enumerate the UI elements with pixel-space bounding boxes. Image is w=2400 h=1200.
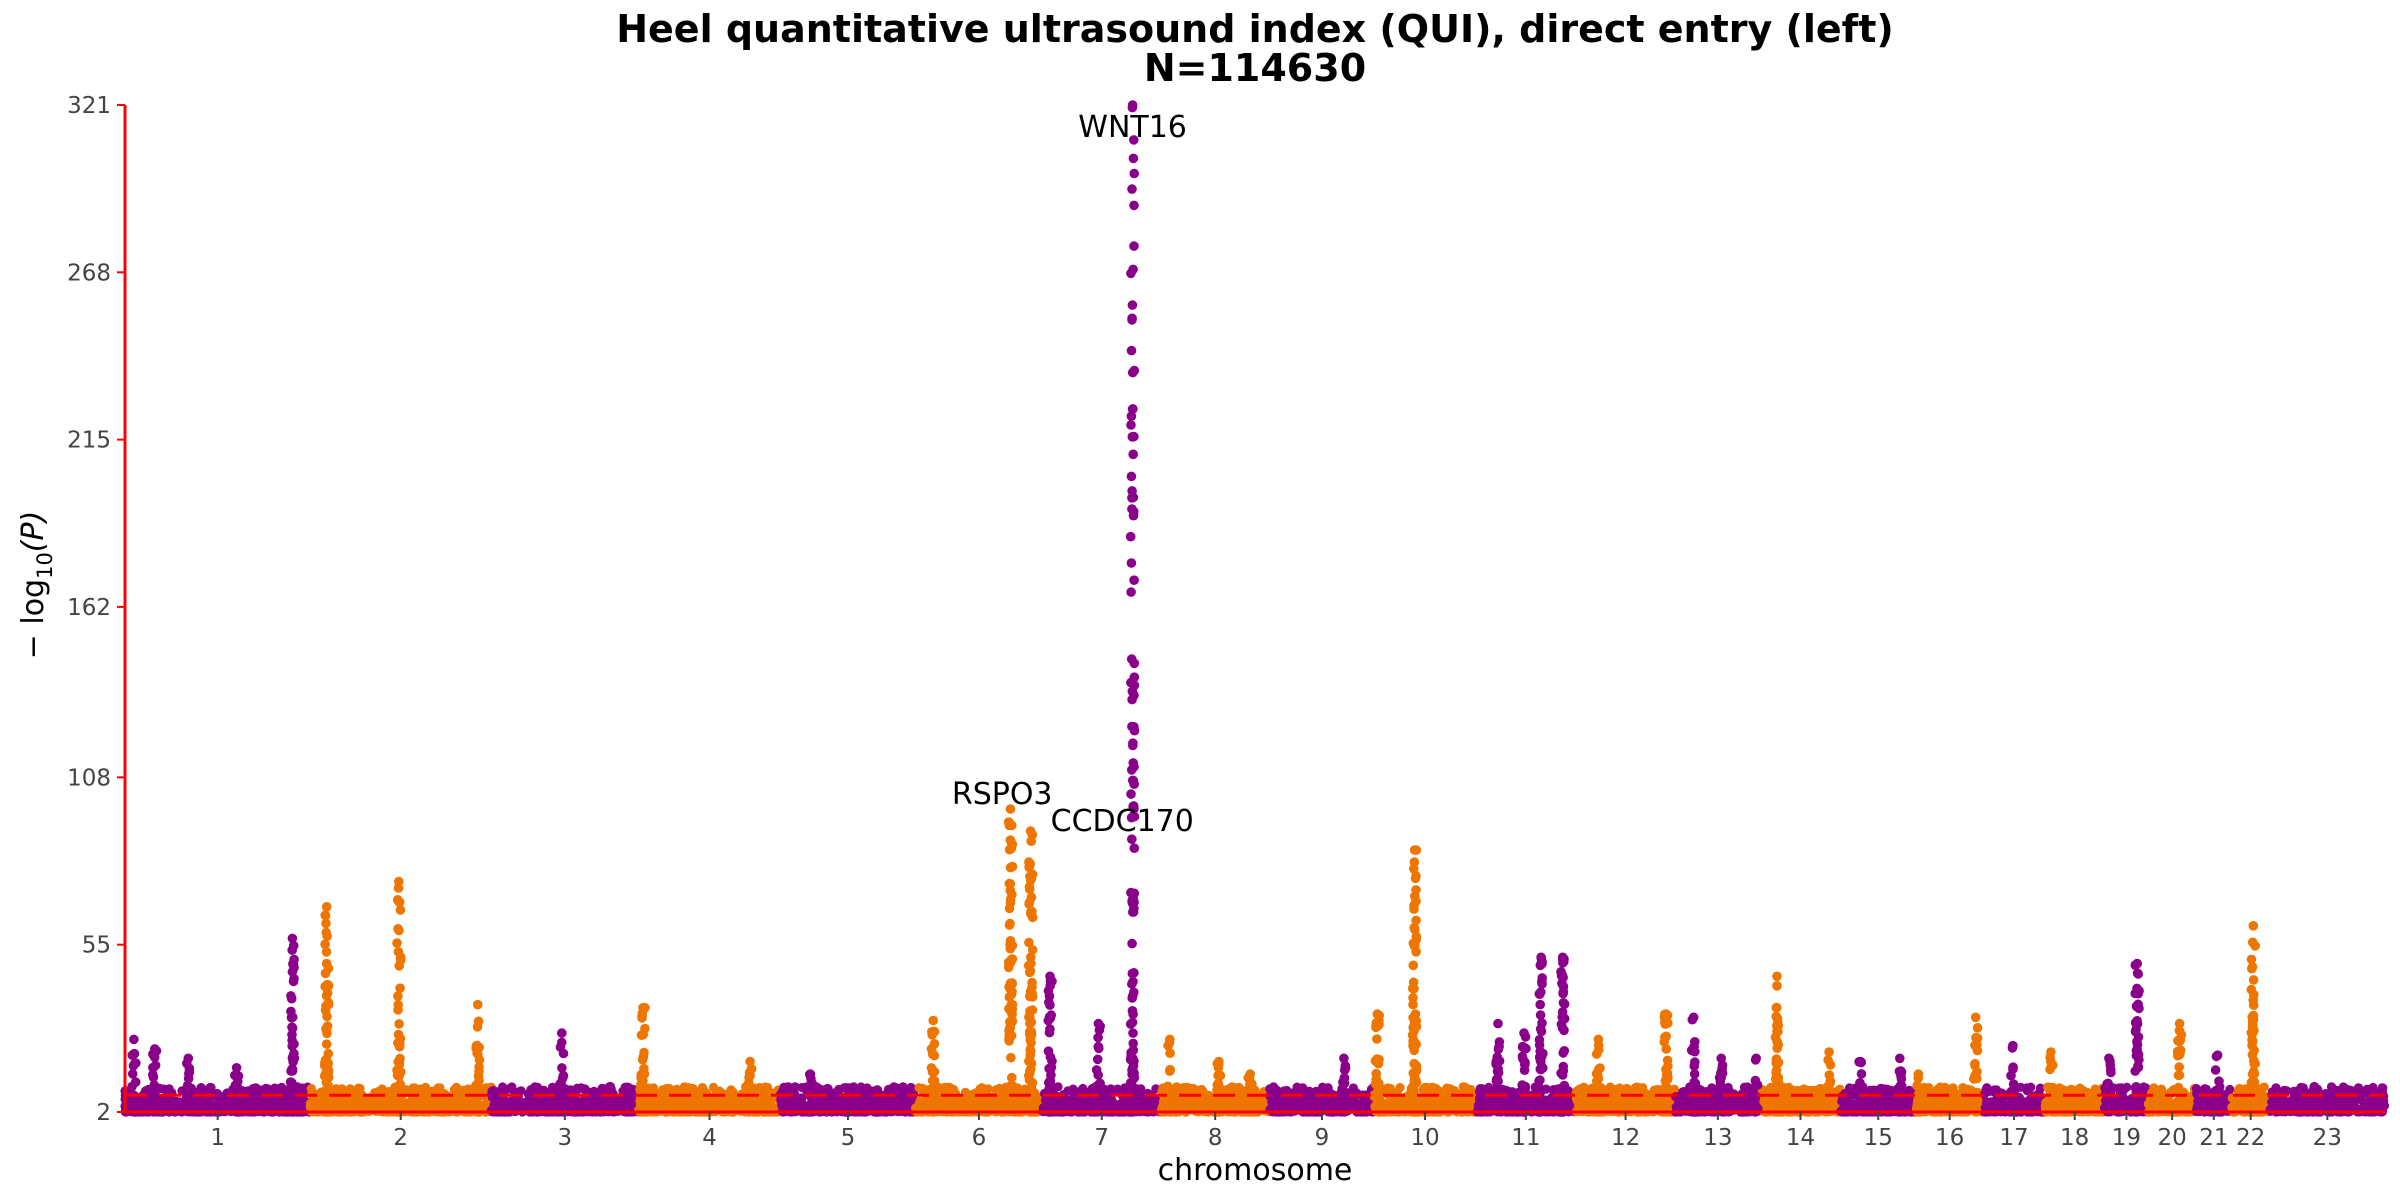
snp-point: [272, 1084, 282, 1094]
snp-point: [572, 1083, 582, 1093]
snp-point: [726, 1085, 736, 1095]
snp-point: [1678, 1087, 1688, 1097]
snp-point: [826, 1105, 836, 1115]
snp-point: [193, 1098, 203, 1109]
snp-point: [1354, 1099, 1364, 1109]
snp-point: [506, 1101, 516, 1111]
snp-point: [1272, 1090, 1282, 1100]
snp-point: [1576, 1085, 1586, 1095]
snp-point: [1614, 1085, 1624, 1095]
snp-point: [892, 1099, 902, 1109]
snp-point: [694, 1088, 705, 1099]
snp-point: [1182, 1097, 1192, 1108]
snp-point: [1348, 1083, 1358, 1093]
snp-point: [984, 1097, 994, 1107]
snp-point: [1465, 1100, 1475, 1110]
snp-point: [623, 1094, 633, 1104]
snp-point: [577, 1099, 587, 1109]
snp-point: [1182, 1082, 1192, 1092]
chart-subtitle: N=114630: [1144, 46, 1366, 90]
snp-point: [589, 1086, 599, 1096]
snp-point: [761, 1092, 771, 1103]
snp-point: [537, 1095, 547, 1105]
snp-point: [793, 1093, 803, 1103]
snp-point: [519, 1098, 529, 1108]
snp-point: [967, 1095, 977, 1105]
snp-point: [1192, 1096, 1202, 1106]
snp-point: [528, 1103, 538, 1113]
snp-point: [669, 1105, 679, 1115]
snp-point: [1297, 1097, 1307, 1107]
snp-point: [1236, 1085, 1246, 1095]
snp-point: [679, 1082, 690, 1092]
chart-title: Heel quantitative ultrasound index (QUI)…: [616, 7, 1894, 51]
snp-point: [411, 1103, 421, 1113]
data-points: [120, 100, 2390, 1117]
snp-point: [451, 1087, 461, 1097]
snp-point: [1474, 1086, 1485, 1097]
snp-point: [688, 1101, 699, 1111]
snp-point: [528, 1086, 538, 1096]
snp-point: [1139, 1096, 1149, 1106]
snp-point: [263, 1101, 273, 1111]
snp-point: [1421, 1082, 1431, 1092]
snp-point: [495, 1099, 505, 1109]
snp-point: [703, 1095, 713, 1106]
snp-point: [384, 1098, 394, 1108]
snp-point: [409, 1085, 419, 1095]
snp-point: [731, 1098, 741, 1109]
snp-point: [526, 1095, 536, 1105]
snp-point: [407, 1095, 417, 1106]
snp-point: [1060, 1099, 1070, 1109]
snp-point: [343, 1095, 354, 1105]
snp-point: [1443, 1084, 1453, 1095]
snp-point: [1628, 1085, 1638, 1095]
snp-point: [1227, 1082, 1237, 1092]
snp-point: [250, 1089, 260, 1099]
snp-point: [1072, 1098, 1082, 1108]
snp-point: [671, 1095, 681, 1105]
snp-point: [507, 1082, 517, 1092]
snp-point: [1576, 1098, 1586, 1108]
snp-point: [786, 1085, 797, 1095]
snp-point: [463, 1084, 473, 1094]
snp-point: [1388, 1092, 1398, 1102]
snp-point: [839, 1083, 849, 1093]
snp-point: [591, 1099, 601, 1109]
snp-point: [1649, 1085, 1659, 1095]
snp-point: [661, 1084, 671, 1094]
snp-point: [712, 1097, 723, 1107]
snp-point: [1078, 1083, 1088, 1094]
snp-point: [954, 1095, 964, 1105]
snp-point: [205, 1082, 215, 1093]
snp-point: [196, 1085, 206, 1095]
snp-point: [215, 1099, 225, 1109]
snp-point: [138, 1101, 148, 1111]
snp-point: [1105, 1085, 1115, 1095]
snp-point: [333, 1098, 343, 1108]
snp-point: [981, 1084, 991, 1095]
snp-point: [1732, 1096, 1742, 1106]
snp-point: [984, 1105, 994, 1115]
snp-point: [487, 1090, 497, 1100]
snp-point: [1679, 1097, 1689, 1107]
snp-point: [433, 1086, 443, 1096]
snp-point: [856, 1084, 866, 1094]
snp-point: [417, 1098, 428, 1108]
